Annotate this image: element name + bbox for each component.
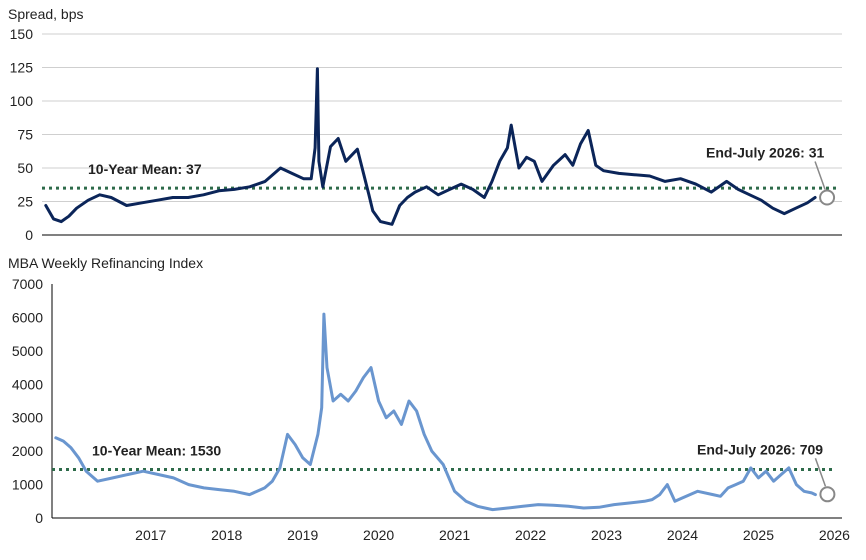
y-tick-label: 6000	[12, 309, 43, 325]
x-tick-label: 2026	[819, 527, 850, 543]
x-tick-label: 2024	[667, 527, 698, 543]
mean-label: 10-Year Mean: 1530	[92, 443, 221, 459]
y-tick-label: 100	[10, 93, 34, 109]
y-axis-label: Spread, bps	[8, 6, 84, 22]
end-marker	[819, 189, 836, 206]
y-tick-label: 7000	[12, 276, 43, 292]
x-tick-label: 2017	[135, 527, 166, 543]
y-tick-label: 1000	[12, 477, 43, 493]
x-tick-label: 2021	[439, 527, 470, 543]
end-label: End-July 2026: 709	[697, 441, 823, 457]
x-tick-label: 2023	[591, 527, 622, 543]
x-tick-label: 2022	[515, 527, 546, 543]
y-tick-label: 4000	[12, 376, 43, 392]
series-line	[54, 312, 817, 512]
end-leader-line	[814, 458, 827, 487]
refi-index-panel: MBA Weekly Refinancing Index 0 1000 2000 300…	[8, 255, 850, 543]
y-tick-label: 50	[17, 160, 33, 176]
y-axis-label: MBA Weekly Refinancing Index	[8, 255, 203, 271]
end-marker	[819, 486, 836, 503]
y-tick-label: 5000	[12, 343, 43, 359]
end-leader-line	[814, 161, 826, 190]
x-tick-label: 2018	[211, 527, 242, 543]
x-tick-label: 2019	[287, 527, 318, 543]
y-tick-label: 25	[17, 194, 33, 210]
y-tick-label: 125	[10, 60, 34, 76]
x-tick-label: 2025	[743, 527, 774, 543]
y-tick-label: 3000	[12, 410, 43, 426]
end-label: End-July 2026: 31	[706, 144, 824, 160]
y-tick-label: 0	[35, 510, 43, 526]
y-tick-label: 0	[25, 227, 33, 243]
spread-panel: Spread, bps 0 25 50 75 100 125 150 10-Year Mean:…	[8, 6, 842, 243]
series-line	[44, 67, 817, 226]
x-tick-label: 2020	[363, 527, 394, 543]
mean-label: 10-Year Mean: 37	[88, 161, 202, 177]
y-tick-label: 75	[17, 127, 33, 143]
y-tick-label: 150	[10, 26, 34, 42]
y-tick-label: 2000	[12, 443, 43, 459]
